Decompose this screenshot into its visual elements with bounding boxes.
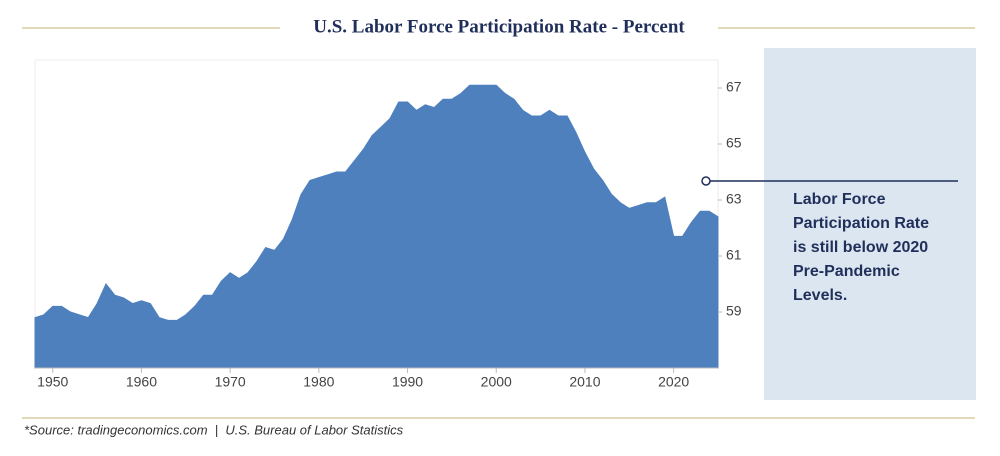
- y-tick-label: 61: [726, 247, 742, 263]
- x-tick-label: 1950: [37, 374, 68, 390]
- y-tick-label: 65: [726, 135, 742, 151]
- area: [34, 84, 719, 369]
- annotation-text: Labor Force: [793, 191, 886, 208]
- y-tick-label: 59: [726, 303, 742, 319]
- y-tick-label: 63: [726, 191, 742, 207]
- annotation-text: is still below 2020: [793, 239, 928, 256]
- x-tick-label: 1970: [215, 374, 246, 390]
- x-tick-label: 1990: [392, 374, 423, 390]
- y-tick-label: 67: [726, 79, 742, 95]
- annotation-text: Participation Rate: [793, 215, 929, 232]
- x-tick-label: 1960: [126, 374, 157, 390]
- x-tick-label: 2020: [658, 374, 689, 390]
- annotation-text: Pre-Pandemic: [793, 263, 900, 280]
- annotation-marker: [701, 176, 711, 186]
- annotation-box: [764, 48, 976, 400]
- x-tick-label: 2000: [481, 374, 512, 390]
- chart-title: U.S. Labor Force Participation Rate - Pe…: [313, 16, 685, 37]
- x-tick-label: 2010: [569, 374, 600, 390]
- x-tick-label: 1980: [303, 374, 334, 390]
- source: *Source: tradingeconomics.com | U.S. Bur…: [24, 422, 404, 437]
- annotation-text: Levels.: [793, 287, 847, 304]
